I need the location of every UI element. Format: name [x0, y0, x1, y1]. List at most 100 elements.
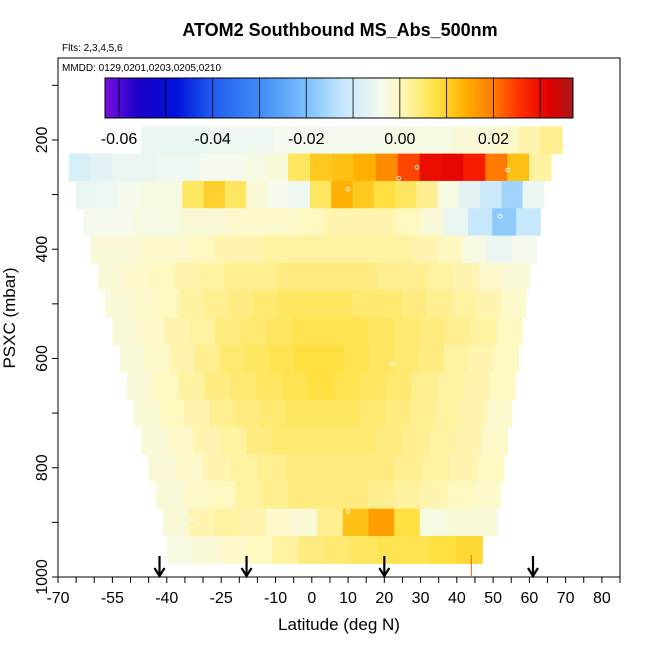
heatmap-cell [83, 208, 109, 237]
sample-marker [498, 214, 503, 219]
heatmap-cell [182, 481, 210, 510]
flight-arrow [378, 556, 391, 579]
heatmap-cell [435, 399, 462, 428]
heatmap-cell [227, 208, 253, 237]
x-tick-label: -40 [155, 590, 178, 607]
heatmap-cell [141, 126, 165, 155]
heatmap-cell [256, 372, 283, 401]
heatmap-cell [229, 126, 253, 155]
heatmap-cell [148, 454, 177, 482]
heatmap-cell [275, 208, 301, 237]
heatmap-cell [161, 180, 184, 209]
heatmap-cell [126, 372, 154, 401]
heatmap-cell [189, 317, 216, 346]
heatmap-cell [387, 235, 414, 264]
x-tick-label: 0 [307, 590, 316, 607]
heatmap-cell [473, 481, 501, 510]
heatmap-cell [429, 536, 457, 564]
heatmap-cell [185, 126, 209, 155]
heatmap-cell [228, 290, 255, 319]
x-tick-label: 60 [520, 590, 538, 607]
heatmap-cell [224, 262, 251, 291]
heatmap-cell [219, 344, 245, 373]
heatmap-cell [449, 454, 478, 482]
heatmap-cell [335, 399, 361, 428]
heatmap-cell [371, 208, 397, 237]
flight-arrows [153, 556, 539, 579]
heatmap-cell [291, 508, 318, 537]
flights-label: Flts: 2,3,4,5,6 [62, 43, 123, 54]
heatmap-cell [353, 153, 377, 182]
heatmap-cell [455, 426, 483, 455]
x-tick-label: 80 [593, 590, 611, 607]
colorbar-tick-label: -0.02 [288, 131, 325, 148]
sample-marker [345, 509, 351, 514]
heatmap-cell [167, 426, 195, 455]
x-tick-label: -55 [101, 590, 124, 607]
heatmap-cell [288, 180, 311, 209]
heatmap-cell [119, 344, 146, 373]
heatmap-cell [458, 180, 481, 209]
heatmap-cell [291, 317, 318, 346]
heatmap-cell [296, 126, 320, 155]
heatmap-cell [257, 454, 286, 482]
heatmap-cell [478, 262, 505, 291]
heatmap-cell [312, 454, 341, 482]
y-axis-label: PSXC (mbar) [0, 267, 19, 368]
heatmap-cell [107, 208, 133, 237]
heatmap-cell [397, 153, 421, 182]
x-axis: -70 -55 -40 -25 -10 0 10 20 30 40 50 60 70 80 [46, 577, 621, 607]
x-tick-label: -70 [46, 590, 69, 607]
heatmap-cell [193, 426, 221, 455]
heatmap-cell [250, 262, 277, 291]
heatmap-cell [368, 508, 395, 537]
heatmap-cell [418, 344, 445, 373]
heatmap-cell [182, 180, 205, 209]
heatmap-cell [495, 126, 519, 155]
heatmap-cell [203, 454, 232, 482]
heatmap-cell [288, 153, 311, 182]
heatmap-cell [288, 235, 315, 264]
heatmap-cell [402, 290, 428, 319]
heatmap-cell [443, 344, 470, 373]
flight-arrow [527, 556, 539, 579]
heatmap-cell [178, 153, 201, 182]
x-tick-label: 70 [557, 590, 575, 607]
heatmap-cell [230, 372, 257, 401]
heatmap-cell [419, 153, 443, 182]
heatmap-cell [486, 399, 512, 428]
colorbar-tick-label: -0.06 [101, 131, 138, 148]
heatmap-cell [188, 508, 216, 537]
heatmap-cell [368, 344, 395, 373]
heatmap-cell [451, 126, 475, 155]
heatmap-cell [240, 508, 267, 537]
dates-label: MMDD: 0129,0201,0203,0205,0210 [62, 63, 221, 74]
heatmap-cell [522, 180, 545, 209]
heatmap-cell [265, 508, 293, 537]
x-axis-label: Latitude (deg N) [278, 615, 400, 634]
heatmap-cell [410, 399, 437, 428]
y-tick-label: 1000 [34, 559, 51, 595]
heatmap-cell [341, 481, 369, 510]
heatmap-cell [324, 536, 352, 564]
heatmap-cell [385, 372, 412, 401]
heatmap-cell [453, 262, 480, 291]
heatmap-cell [303, 290, 329, 319]
heatmap-cell [407, 126, 430, 155]
heatmap-cell [244, 153, 267, 182]
heatmap-cell [394, 481, 422, 510]
heatmap-cell [441, 153, 465, 182]
heatmap-cell [394, 454, 423, 482]
heatmap-cell [539, 126, 563, 155]
arrow-head [240, 567, 253, 579]
sample-marker [175, 175, 180, 181]
heatmap-cell [275, 262, 302, 291]
heatmap-cell [470, 317, 498, 346]
arrow-head [527, 567, 539, 579]
heatmap-cell [420, 481, 448, 510]
heatmap-cell [246, 426, 273, 455]
heatmap-cell [193, 536, 220, 564]
heatmap-cell [189, 235, 216, 264]
y-tick-label: 600 [34, 345, 51, 372]
